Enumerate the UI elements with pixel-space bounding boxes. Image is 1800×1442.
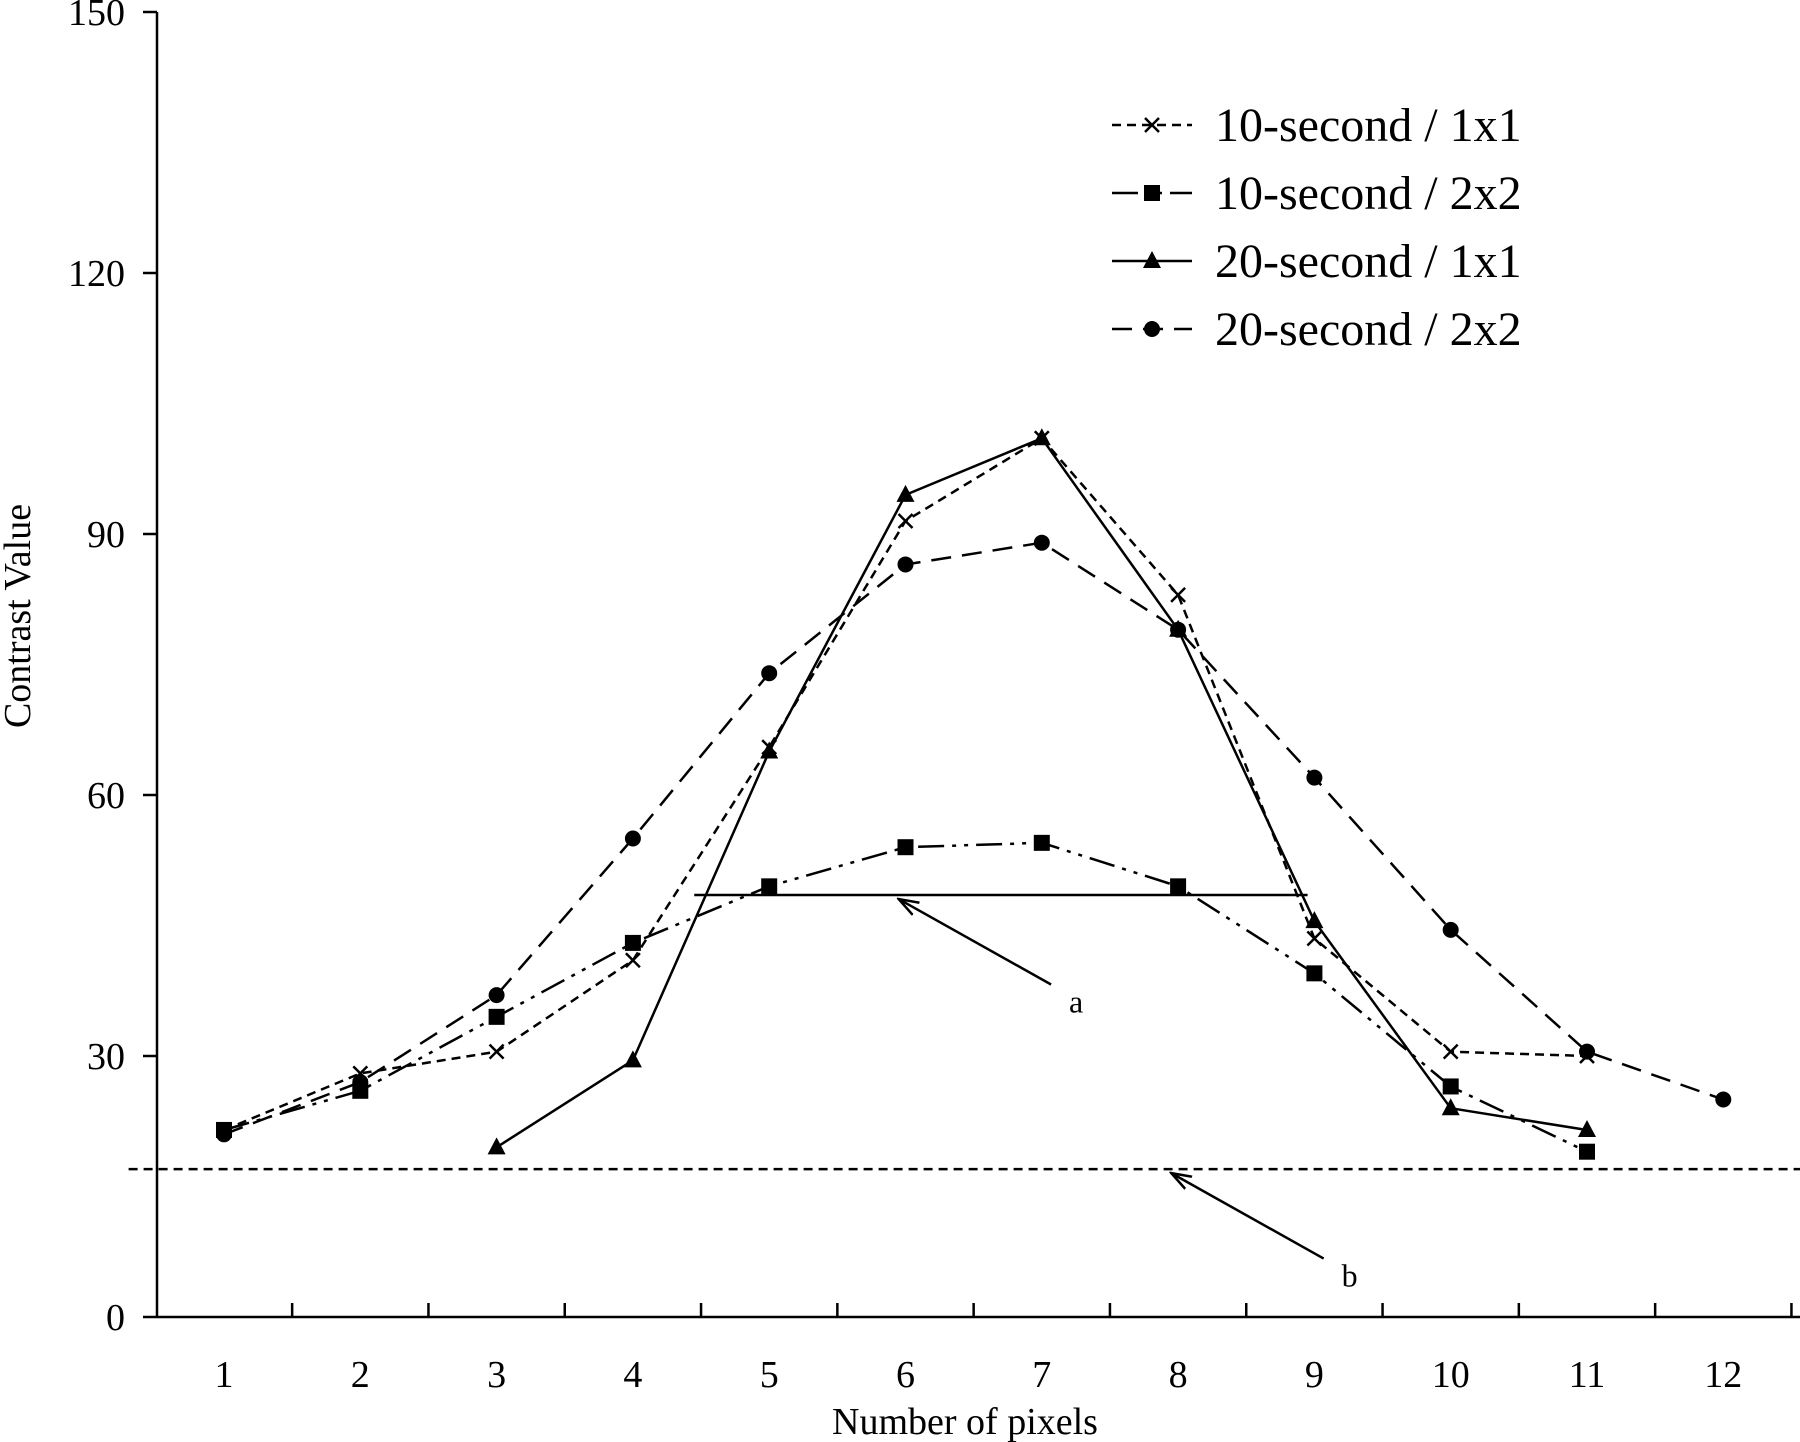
data-point: [1306, 930, 1323, 947]
data-point: [488, 1043, 505, 1060]
data-point: [625, 952, 641, 969]
reference-lines: ab: [128, 893, 1800, 1294]
data-point: [1170, 621, 1187, 638]
data-point: [488, 1008, 505, 1025]
y-tick-label: 30: [87, 1036, 125, 1078]
series-line: [223, 437, 1588, 1132]
y-axis-title: Contrast Value: [0, 504, 39, 728]
data-point: [897, 513, 914, 529]
legend: 10-second / 1x1 10-second / 2x2 20-second …: [1112, 99, 1522, 356]
data-point: [1715, 1091, 1732, 1108]
x-tick-label: 12: [1704, 1354, 1742, 1396]
data-point: [1170, 587, 1186, 603]
data-point: [1305, 911, 1324, 929]
data-point: [1306, 769, 1323, 786]
data-point: [897, 839, 914, 856]
annotation-arrow-b: [1171, 1173, 1325, 1260]
data-point: [1579, 1143, 1595, 1160]
y-tick-label: 120: [68, 253, 125, 295]
annotation-arrow-a: [899, 899, 1052, 986]
y-tick-label: 90: [87, 514, 125, 556]
data-point: [1033, 834, 1050, 851]
data-point: [216, 1126, 232, 1143]
data-point: [488, 987, 505, 1004]
data-point: [1306, 965, 1323, 982]
series-2: [216, 834, 1595, 1160]
data-point: [761, 878, 778, 895]
data-point: [1170, 878, 1187, 895]
legend-marker: [1143, 251, 1161, 268]
annotation-label-b: b: [1342, 1258, 1358, 1294]
legend-marker: [1144, 117, 1160, 133]
legend-entry-2: 10-second / 2x2: [1112, 167, 1522, 220]
series-line: [223, 841, 1588, 1153]
x-tick-label: 1: [215, 1354, 234, 1396]
x-tick-label: 6: [896, 1354, 915, 1396]
legend-entry-3: 20-second / 1x1: [1112, 235, 1522, 288]
legend-entry-1: 10-second / 1x1: [1112, 99, 1522, 152]
legend-label: 10-second / 2x2: [1215, 167, 1522, 220]
x-tick-label: 7: [1032, 1354, 1051, 1396]
data-point: [1442, 1043, 1459, 1060]
data-point: [623, 1050, 642, 1068]
legend-marker: [1144, 185, 1160, 201]
y-tick-label: 0: [106, 1297, 125, 1339]
x-tick-label: 9: [1305, 1354, 1324, 1396]
legend-label: 10-second / 1x1: [1215, 99, 1522, 152]
data-point: [1442, 921, 1459, 938]
legend-entry-4: 20-second / 2x2: [1112, 303, 1522, 356]
data-point: [897, 556, 914, 573]
data-point: [1442, 1078, 1459, 1095]
x-tick-label: 2: [351, 1354, 370, 1396]
x-tick-label: 3: [487, 1354, 506, 1396]
data-point: [624, 830, 641, 847]
data-point: [1578, 1119, 1596, 1137]
data-point: [1441, 1098, 1460, 1116]
y-tick-label: 150: [68, 0, 125, 34]
data-point: [1033, 534, 1050, 551]
legend-label: 20-second / 1x1: [1215, 235, 1522, 288]
legend-marker: [1144, 321, 1160, 337]
y-tick-label: 60: [87, 775, 125, 817]
x-tick-label: 5: [760, 1354, 779, 1396]
x-tick-label: 4: [623, 1354, 642, 1396]
data-point: [624, 934, 641, 951]
data-point: [896, 484, 915, 502]
series-4: [216, 534, 1732, 1143]
data-point: [1032, 428, 1051, 446]
series-1: [216, 430, 1595, 1138]
x-axis-title: Number of pixels: [832, 1401, 1098, 1442]
x-tick-label: 10: [1432, 1354, 1470, 1396]
x-tick-label: 8: [1169, 1354, 1188, 1396]
data-point: [352, 1074, 369, 1091]
data-point: [760, 741, 779, 759]
annotation-label-a: a: [1069, 984, 1083, 1020]
series-line: [223, 541, 1724, 1136]
legend-label: 20-second / 2x2: [1215, 303, 1522, 356]
data-point: [761, 665, 778, 682]
series-layer: [216, 428, 1732, 1160]
data-point: [1579, 1043, 1595, 1060]
data-point: [487, 1137, 506, 1155]
x-tick-label: 11: [1569, 1354, 1606, 1396]
